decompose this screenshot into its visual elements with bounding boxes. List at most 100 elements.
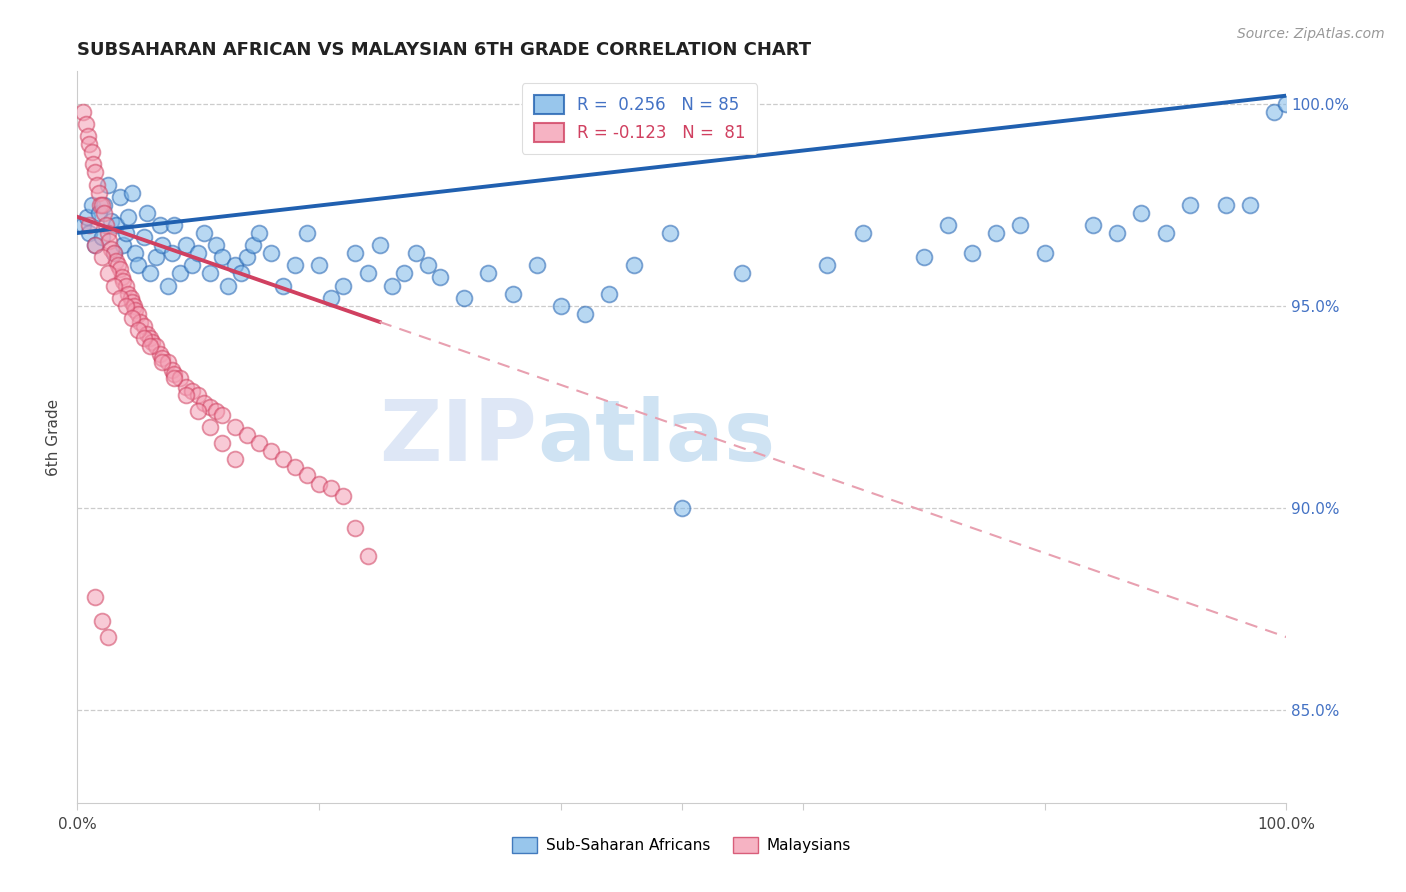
Point	[936, 218, 959, 232]
Point	[181, 258, 204, 272]
Point	[852, 226, 875, 240]
Point	[308, 258, 330, 272]
Point	[150, 351, 173, 366]
Point	[90, 230, 112, 244]
Point	[163, 218, 186, 232]
Point	[139, 267, 162, 281]
Point	[1081, 218, 1104, 232]
Point	[145, 339, 167, 353]
Point	[187, 404, 209, 418]
Point	[136, 326, 159, 341]
Point	[211, 250, 233, 264]
Point	[1033, 246, 1056, 260]
Point	[96, 178, 118, 192]
Point	[284, 258, 307, 272]
Point	[356, 549, 378, 564]
Point	[79, 218, 101, 232]
Point	[87, 206, 110, 220]
Point	[295, 468, 318, 483]
Point	[187, 387, 209, 401]
Point	[416, 258, 439, 272]
Point	[218, 278, 240, 293]
Point	[271, 278, 294, 293]
Point	[75, 117, 97, 131]
Text: SUBSAHARAN AFRICAN VS MALAYSIAN 6TH GRADE CORRELATION CHART: SUBSAHARAN AFRICAN VS MALAYSIAN 6TH GRAD…	[77, 41, 811, 59]
Point	[205, 404, 228, 418]
Point	[127, 307, 149, 321]
Point	[356, 267, 378, 281]
Point	[150, 238, 173, 252]
Point	[127, 323, 149, 337]
Point	[671, 500, 693, 515]
Point	[108, 189, 131, 203]
Point	[193, 395, 215, 409]
Point	[986, 226, 1008, 240]
Point	[132, 318, 155, 333]
Point	[211, 408, 233, 422]
Point	[815, 258, 838, 272]
Point	[80, 145, 103, 160]
Point	[157, 355, 180, 369]
Point	[90, 614, 112, 628]
Point	[72, 218, 94, 232]
Point	[114, 278, 136, 293]
Text: atlas: atlas	[537, 395, 775, 479]
Point	[127, 258, 149, 272]
Point	[260, 246, 283, 260]
Point	[1275, 96, 1298, 111]
Legend: Sub-Saharan Africans, Malaysians: Sub-Saharan Africans, Malaysians	[505, 830, 859, 861]
Point	[174, 379, 197, 393]
Point	[148, 218, 170, 232]
Point	[598, 286, 620, 301]
Point	[321, 291, 343, 305]
Point	[160, 246, 183, 260]
Point	[284, 460, 307, 475]
Point	[405, 246, 427, 260]
Point	[658, 226, 681, 240]
Text: Source: ZipAtlas.com: Source: ZipAtlas.com	[1237, 27, 1385, 41]
Point	[160, 363, 183, 377]
Point	[224, 420, 246, 434]
Point	[103, 246, 125, 260]
Point	[211, 436, 233, 450]
Point	[429, 270, 451, 285]
Point	[392, 267, 415, 281]
Point	[79, 137, 101, 152]
Point	[550, 299, 572, 313]
Point	[90, 250, 112, 264]
Point	[139, 331, 162, 345]
Point	[344, 521, 367, 535]
Point	[1010, 218, 1032, 232]
Point	[96, 226, 118, 240]
Point	[381, 278, 404, 293]
Point	[574, 307, 596, 321]
Point	[117, 286, 139, 301]
Point	[623, 258, 645, 272]
Point	[477, 267, 499, 281]
Point	[100, 242, 122, 256]
Point	[87, 186, 110, 200]
Point	[368, 238, 391, 252]
Point	[79, 226, 101, 240]
Point	[139, 339, 162, 353]
Point	[332, 278, 354, 293]
Point	[526, 258, 548, 272]
Point	[145, 250, 167, 264]
Point	[200, 400, 222, 414]
Point	[1178, 198, 1201, 212]
Point	[295, 226, 318, 240]
Point	[1130, 206, 1153, 220]
Point	[205, 238, 228, 252]
Point	[108, 291, 131, 305]
Point	[150, 355, 173, 369]
Point	[260, 444, 283, 458]
Point	[124, 246, 146, 260]
Point	[96, 630, 118, 644]
Point	[174, 238, 197, 252]
Point	[108, 262, 131, 277]
Point	[1215, 198, 1237, 212]
Point	[169, 267, 191, 281]
Point	[86, 178, 108, 192]
Point	[90, 198, 112, 212]
Point	[121, 310, 143, 325]
